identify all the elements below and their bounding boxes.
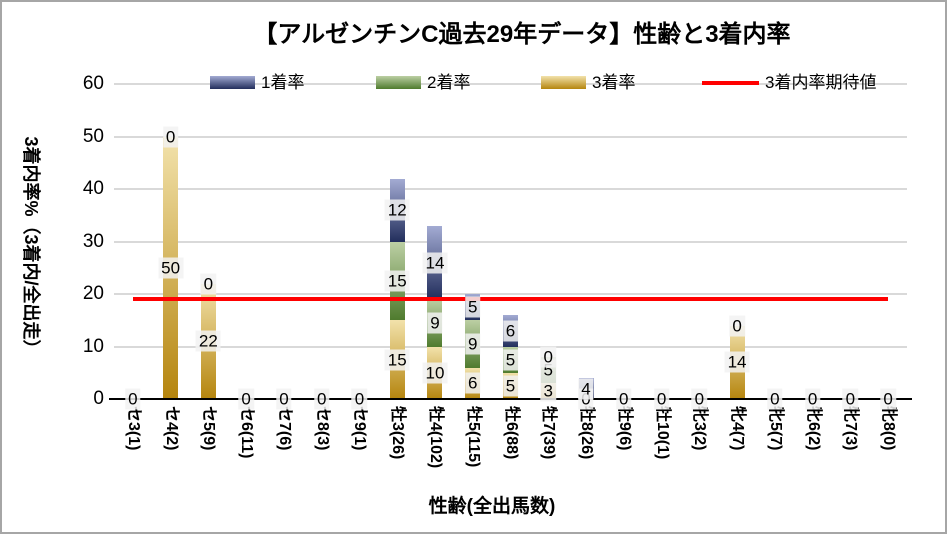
data-label: 22 <box>195 330 221 352</box>
data-label: 0 <box>540 346 556 368</box>
x-axis-category-label: 牡6(88) <box>502 406 520 460</box>
expected-value-line <box>132 297 889 302</box>
x-axis-category-label: セ4(2) <box>162 406 180 451</box>
data-label: 0 <box>653 388 670 410</box>
data-label: 0 <box>125 388 141 410</box>
data-label: 9 <box>427 312 443 334</box>
x-axis-category-label: 牡8(26) <box>578 406 596 460</box>
legend-swatch-3着率 <box>541 76 586 89</box>
x-axis-category-label: 牝4(7) <box>729 406 747 451</box>
data-label: 6 <box>502 320 519 342</box>
data-label: 0 <box>276 388 292 410</box>
y-tick-label: 60 <box>82 73 104 94</box>
x-axis-category-label: 牡3(26) <box>389 406 407 460</box>
data-label: 4 <box>578 378 594 399</box>
x-axis-category-label: 牡9(6) <box>615 406 633 451</box>
y-tick-label: 0 <box>93 388 104 409</box>
x-axis-category-label: 牝3(2) <box>691 406 709 451</box>
data-label: 5 <box>502 375 519 397</box>
chart-title: 【アルゼンチンC過去29年データ】性齢と3着内率 <box>253 21 791 48</box>
x-axis-category-label: 牡5(115) <box>464 406 482 468</box>
y-tick-label: 30 <box>82 230 104 252</box>
data-label: 0 <box>767 388 783 410</box>
data-label: 0 <box>691 388 708 410</box>
legend-swatch-1着率 <box>210 76 255 89</box>
x-axis-category-label: セ3(1) <box>124 406 142 451</box>
x-axis-category-label: セ8(3) <box>313 406 331 451</box>
gridline-60 <box>114 83 907 85</box>
y-tick-label: 20 <box>82 283 104 304</box>
data-label: 0 <box>729 315 745 336</box>
gridline-50 <box>114 135 907 138</box>
gridline-40 <box>114 188 907 190</box>
legend-line-swatch <box>702 81 759 85</box>
legend-label: 2着率 <box>427 73 471 92</box>
data-label: 0 <box>351 388 368 410</box>
x-axis-category-label: セ5(9) <box>200 406 218 451</box>
x-axis-category-label: 牡7(39) <box>540 406 558 460</box>
y-tick-label: 50 <box>82 125 104 147</box>
data-label: 15 <box>384 270 410 292</box>
x-axis-category-label: 牡4(102) <box>426 406 444 469</box>
x-axis-category-label: 牝5(7) <box>766 406 784 451</box>
x-axis-category-label: 牝8(0) <box>880 406 898 451</box>
legend-swatch-2着率 <box>376 76 421 89</box>
data-label: 50 <box>158 257 184 279</box>
x-axis-category-label: 牝6(2) <box>804 406 822 451</box>
data-label: 14 <box>724 351 750 373</box>
y-tick-label: 10 <box>82 335 104 357</box>
x-axis-category-label: セ6(11) <box>238 406 256 459</box>
data-label: 3 <box>540 380 556 402</box>
data-label: 0 <box>162 126 179 147</box>
data-label: 0 <box>238 388 254 410</box>
data-label: 12 <box>384 199 410 221</box>
data-label: 5 <box>502 349 519 371</box>
data-label: 6 <box>465 372 481 394</box>
x-axis-category-label: 牡10(1) <box>653 406 671 460</box>
data-label: 5 <box>465 296 481 318</box>
legend-label: 3着率 <box>592 73 636 92</box>
data-label: 10 <box>422 362 448 384</box>
legend-label: 1着率 <box>261 73 305 92</box>
gridline-20 <box>114 293 907 295</box>
gridline-30 <box>114 240 907 243</box>
data-label: 0 <box>880 388 896 410</box>
data-label: 0 <box>804 388 821 410</box>
legend-label: 3着内率期待値 <box>765 73 877 92</box>
x-axis-category-label: 牝7(3) <box>842 406 860 451</box>
data-label: 15 <box>384 349 410 371</box>
x-axis-category-label: セ7(6) <box>275 406 293 451</box>
data-label: 0 <box>842 388 859 410</box>
x-axis-category-label: セ9(1) <box>351 406 369 451</box>
x-axis-title: 性齢(全出馬数) <box>428 496 556 517</box>
y-tick-label: 40 <box>82 178 104 199</box>
data-label: 0 <box>200 273 217 294</box>
data-label: 0 <box>313 388 330 410</box>
data-label: 14 <box>422 252 448 273</box>
x-axis-line <box>109 398 912 400</box>
data-label: 9 <box>465 333 481 355</box>
data-label: 0 <box>616 388 632 410</box>
